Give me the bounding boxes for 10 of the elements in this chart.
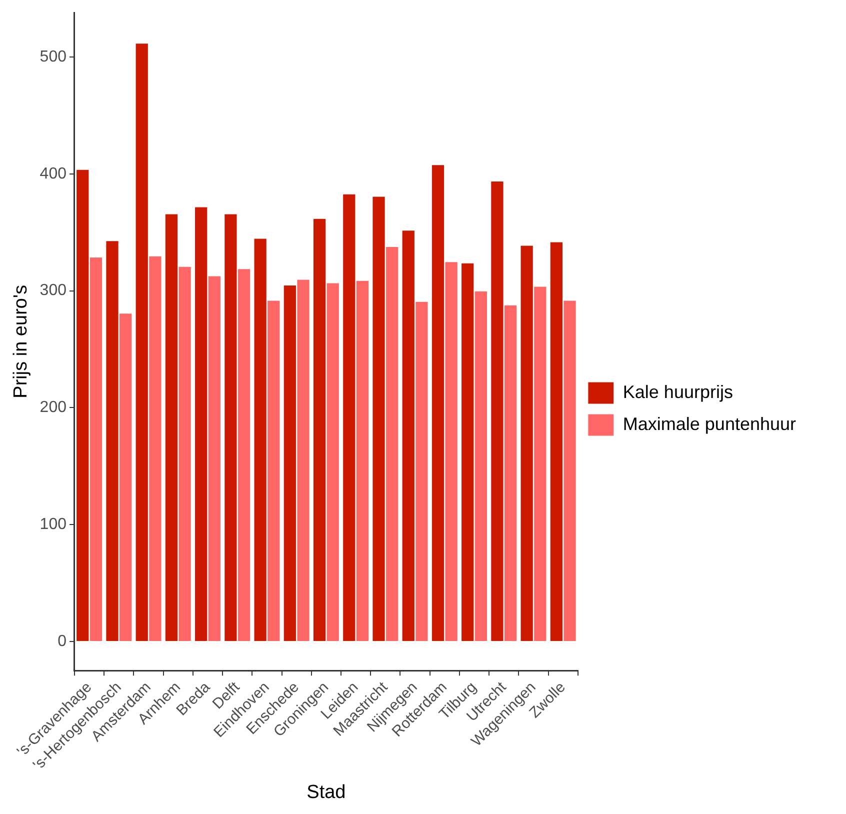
- y-tick-label: 400: [40, 165, 67, 182]
- y-tick-label: 500: [40, 48, 67, 66]
- y-tick-label: 0: [58, 632, 67, 650]
- legend-label: Kale huurprijs: [622, 382, 733, 402]
- x-axis-title: Stad: [306, 782, 346, 803]
- y-tick-label: 100: [40, 516, 67, 533]
- y-tick-label: 200: [40, 399, 67, 416]
- y-axis-title: Prijs in euro's: [10, 284, 32, 398]
- y-tick-label: 300: [40, 282, 67, 300]
- legend-label: Maximale puntenhuur: [622, 414, 796, 434]
